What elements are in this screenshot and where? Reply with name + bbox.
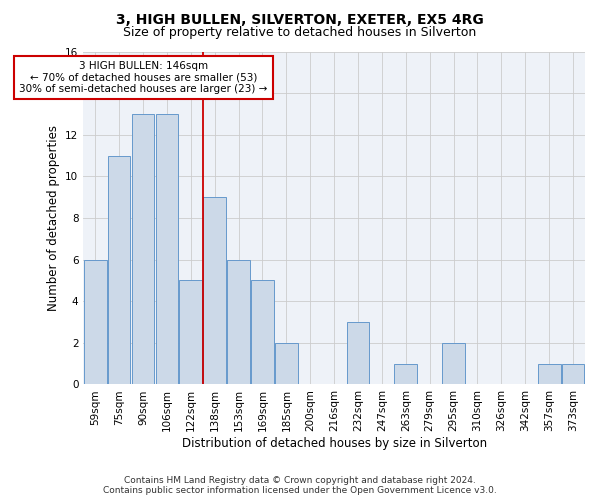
Bar [394, 364, 417, 384]
Bar [347, 322, 370, 384]
X-axis label: Distribution of detached houses by size in Silverton: Distribution of detached houses by size … [182, 437, 487, 450]
Bar [155, 114, 178, 384]
Bar [131, 114, 154, 384]
Bar [562, 364, 584, 384]
Text: 3, HIGH BULLEN, SILVERTON, EXETER, EX5 4RG: 3, HIGH BULLEN, SILVERTON, EXETER, EX5 4… [116, 12, 484, 26]
Bar [203, 197, 226, 384]
Text: 3 HIGH BULLEN: 146sqm
← 70% of detached houses are smaller (53)
30% of semi-deta: 3 HIGH BULLEN: 146sqm ← 70% of detached … [19, 61, 268, 94]
Bar [275, 343, 298, 384]
Bar [538, 364, 560, 384]
Bar [227, 260, 250, 384]
Bar [108, 156, 130, 384]
Bar [251, 280, 274, 384]
Y-axis label: Number of detached properties: Number of detached properties [47, 125, 59, 311]
Bar [84, 260, 107, 384]
Text: Size of property relative to detached houses in Silverton: Size of property relative to detached ho… [124, 26, 476, 39]
Text: Contains HM Land Registry data © Crown copyright and database right 2024.
Contai: Contains HM Land Registry data © Crown c… [103, 476, 497, 495]
Bar [179, 280, 202, 384]
Bar [442, 343, 465, 384]
